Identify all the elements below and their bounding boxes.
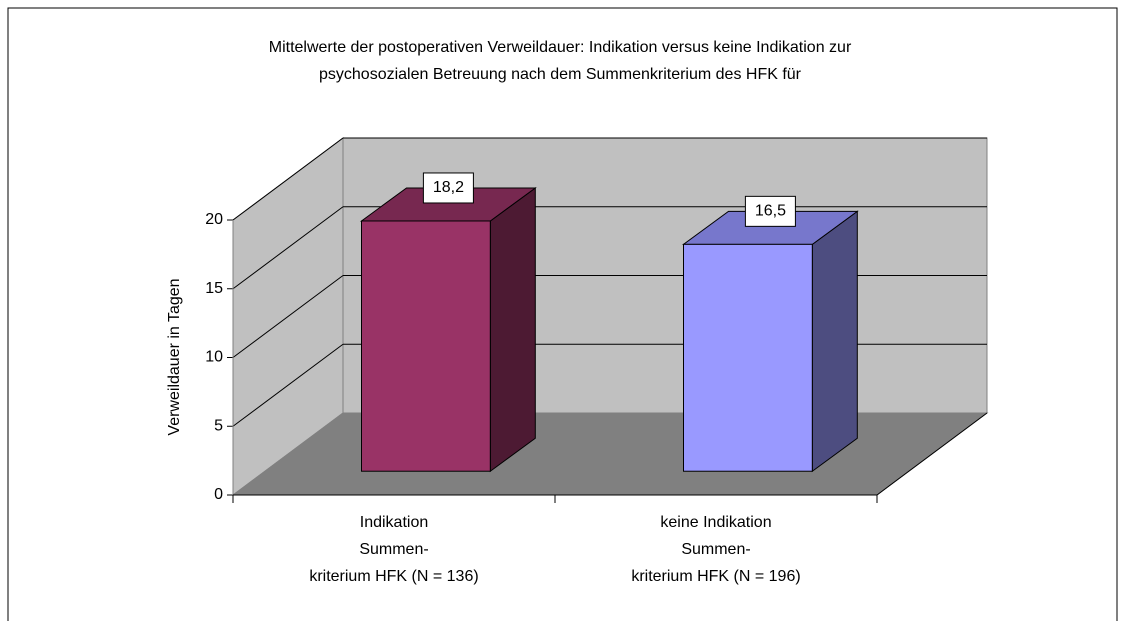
x-tick-label: Indikation (360, 514, 429, 531)
value-label-box (422, 172, 474, 204)
value-label: 16,5 (755, 203, 786, 220)
floor-edge (876, 412, 988, 496)
floor (231, 412, 989, 496)
bar-side (489, 186, 536, 473)
x-tick-label: kriterium HFK (N = 136) (309, 568, 478, 585)
y-tick-label: 20 (205, 211, 223, 228)
y-tick-label: 0 (214, 486, 223, 503)
bar-side (811, 210, 858, 473)
grid-line (232, 275, 344, 358)
bar (683, 243, 813, 472)
y-tick-label: 10 (205, 349, 223, 366)
grid-line (232, 343, 344, 427)
x-tick-label: Summen- (681, 541, 750, 558)
y-axis-label: Verweildauer in Tagen (166, 278, 183, 435)
chart-title: psychosozialen Betreuung nach dem Summen… (319, 66, 802, 83)
y-tick-label: 5 (214, 417, 223, 434)
value-label-box (744, 195, 796, 227)
x-tick-label: kriterium HFK (N = 196) (631, 568, 800, 585)
y-tick-label: 15 (205, 280, 223, 297)
grid-line (232, 137, 344, 221)
value-label: 18,2 (433, 179, 464, 196)
grid-line (232, 206, 344, 290)
x-tick-label: Summen- (359, 541, 428, 558)
chart-title: Mittelwerte der postoperativen Verweilda… (269, 39, 852, 56)
bar (361, 220, 491, 472)
x-tick-label: keine Indikation (660, 514, 771, 531)
